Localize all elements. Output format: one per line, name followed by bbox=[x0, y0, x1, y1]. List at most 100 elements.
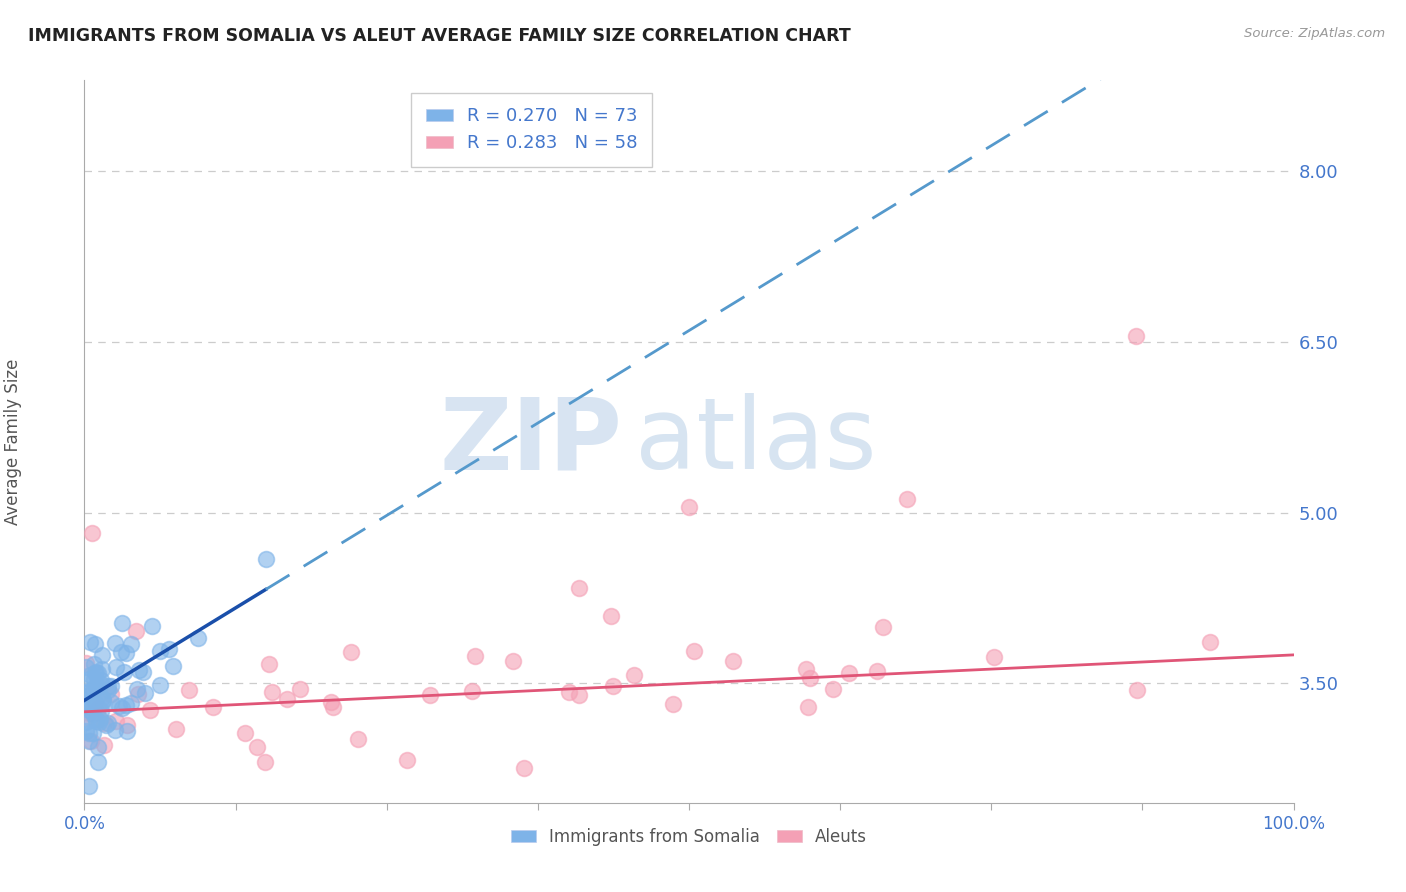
Point bbox=[83, 693, 105, 707]
Point bbox=[1199, 635, 1222, 649]
Text: atlas: atlas bbox=[634, 393, 876, 490]
Point bbox=[77, 684, 100, 698]
Point bbox=[91, 662, 114, 676]
Point bbox=[84, 637, 107, 651]
Point bbox=[75, 696, 97, 710]
Point bbox=[108, 698, 131, 713]
Point bbox=[100, 687, 122, 701]
Point bbox=[104, 635, 127, 649]
Text: Source: ZipAtlas.com: Source: ZipAtlas.com bbox=[1244, 27, 1385, 40]
Point bbox=[83, 673, 105, 687]
Point bbox=[87, 665, 110, 680]
Point bbox=[86, 714, 108, 728]
Point bbox=[177, 683, 200, 698]
Point bbox=[983, 650, 1005, 665]
Point bbox=[76, 697, 98, 711]
Point bbox=[111, 701, 134, 715]
Point bbox=[120, 637, 142, 651]
Point bbox=[115, 698, 138, 712]
Point bbox=[77, 779, 100, 793]
Point bbox=[90, 648, 112, 663]
Point bbox=[254, 552, 277, 566]
Point bbox=[94, 718, 117, 732]
Point bbox=[662, 697, 685, 711]
Point bbox=[84, 678, 107, 692]
Point bbox=[202, 699, 225, 714]
Point bbox=[721, 654, 744, 668]
Point bbox=[683, 644, 706, 658]
Point bbox=[79, 668, 101, 682]
Point bbox=[93, 739, 115, 753]
Point bbox=[87, 714, 110, 729]
Point bbox=[80, 733, 103, 747]
Point bbox=[796, 662, 818, 676]
Point bbox=[77, 706, 100, 720]
Point bbox=[512, 761, 534, 775]
Point bbox=[97, 716, 120, 731]
Point bbox=[623, 668, 645, 682]
Point bbox=[84, 665, 107, 680]
Point bbox=[558, 685, 581, 699]
Point bbox=[162, 659, 184, 673]
Point bbox=[125, 624, 148, 638]
Point bbox=[75, 660, 97, 674]
Point bbox=[93, 715, 115, 730]
Point bbox=[568, 688, 591, 702]
Point bbox=[872, 620, 894, 634]
Point bbox=[149, 678, 172, 692]
Point bbox=[86, 680, 108, 694]
Point bbox=[83, 665, 105, 680]
Point bbox=[260, 684, 283, 698]
Point bbox=[464, 648, 486, 663]
Point bbox=[115, 718, 138, 732]
Point bbox=[77, 726, 100, 740]
Point bbox=[91, 692, 114, 706]
Point bbox=[187, 631, 209, 645]
Point bbox=[115, 724, 138, 739]
Point bbox=[82, 682, 104, 697]
Point bbox=[602, 679, 624, 693]
Point bbox=[259, 657, 281, 672]
Point bbox=[347, 731, 370, 746]
Point bbox=[141, 618, 163, 632]
Point bbox=[80, 526, 103, 541]
Point bbox=[100, 695, 122, 709]
Point bbox=[896, 491, 918, 506]
Point bbox=[89, 712, 111, 726]
Point bbox=[461, 684, 484, 698]
Text: IMMIGRANTS FROM SOMALIA VS ALEUT AVERAGE FAMILY SIZE CORRELATION CHART: IMMIGRANTS FROM SOMALIA VS ALEUT AVERAGE… bbox=[28, 27, 851, 45]
Legend: R = 0.270   N = 73, R = 0.283   N = 58: R = 0.270 N = 73, R = 0.283 N = 58 bbox=[412, 93, 652, 167]
Point bbox=[75, 724, 97, 739]
Point bbox=[104, 723, 127, 737]
Point bbox=[290, 682, 312, 697]
Point bbox=[104, 660, 127, 674]
Point bbox=[502, 654, 524, 668]
Point bbox=[823, 681, 845, 696]
Point bbox=[84, 712, 107, 726]
Point bbox=[97, 679, 120, 693]
Point bbox=[395, 753, 418, 767]
Point bbox=[276, 691, 298, 706]
Point bbox=[165, 722, 187, 736]
Point bbox=[87, 701, 110, 715]
Point bbox=[100, 679, 122, 693]
Point bbox=[678, 500, 700, 514]
Point bbox=[127, 687, 149, 701]
Point bbox=[75, 699, 97, 714]
Point bbox=[1125, 329, 1147, 343]
Point bbox=[233, 726, 256, 740]
Point bbox=[79, 635, 101, 649]
Point bbox=[90, 673, 112, 688]
Point bbox=[79, 703, 101, 717]
Point bbox=[797, 700, 820, 714]
Point bbox=[157, 641, 180, 656]
Point bbox=[128, 663, 150, 677]
Point bbox=[84, 694, 107, 708]
Point bbox=[125, 681, 148, 696]
Point bbox=[866, 665, 889, 679]
Point bbox=[111, 615, 134, 630]
Point bbox=[76, 684, 98, 698]
Point bbox=[75, 690, 97, 704]
Point bbox=[87, 739, 110, 754]
Point bbox=[86, 756, 108, 770]
